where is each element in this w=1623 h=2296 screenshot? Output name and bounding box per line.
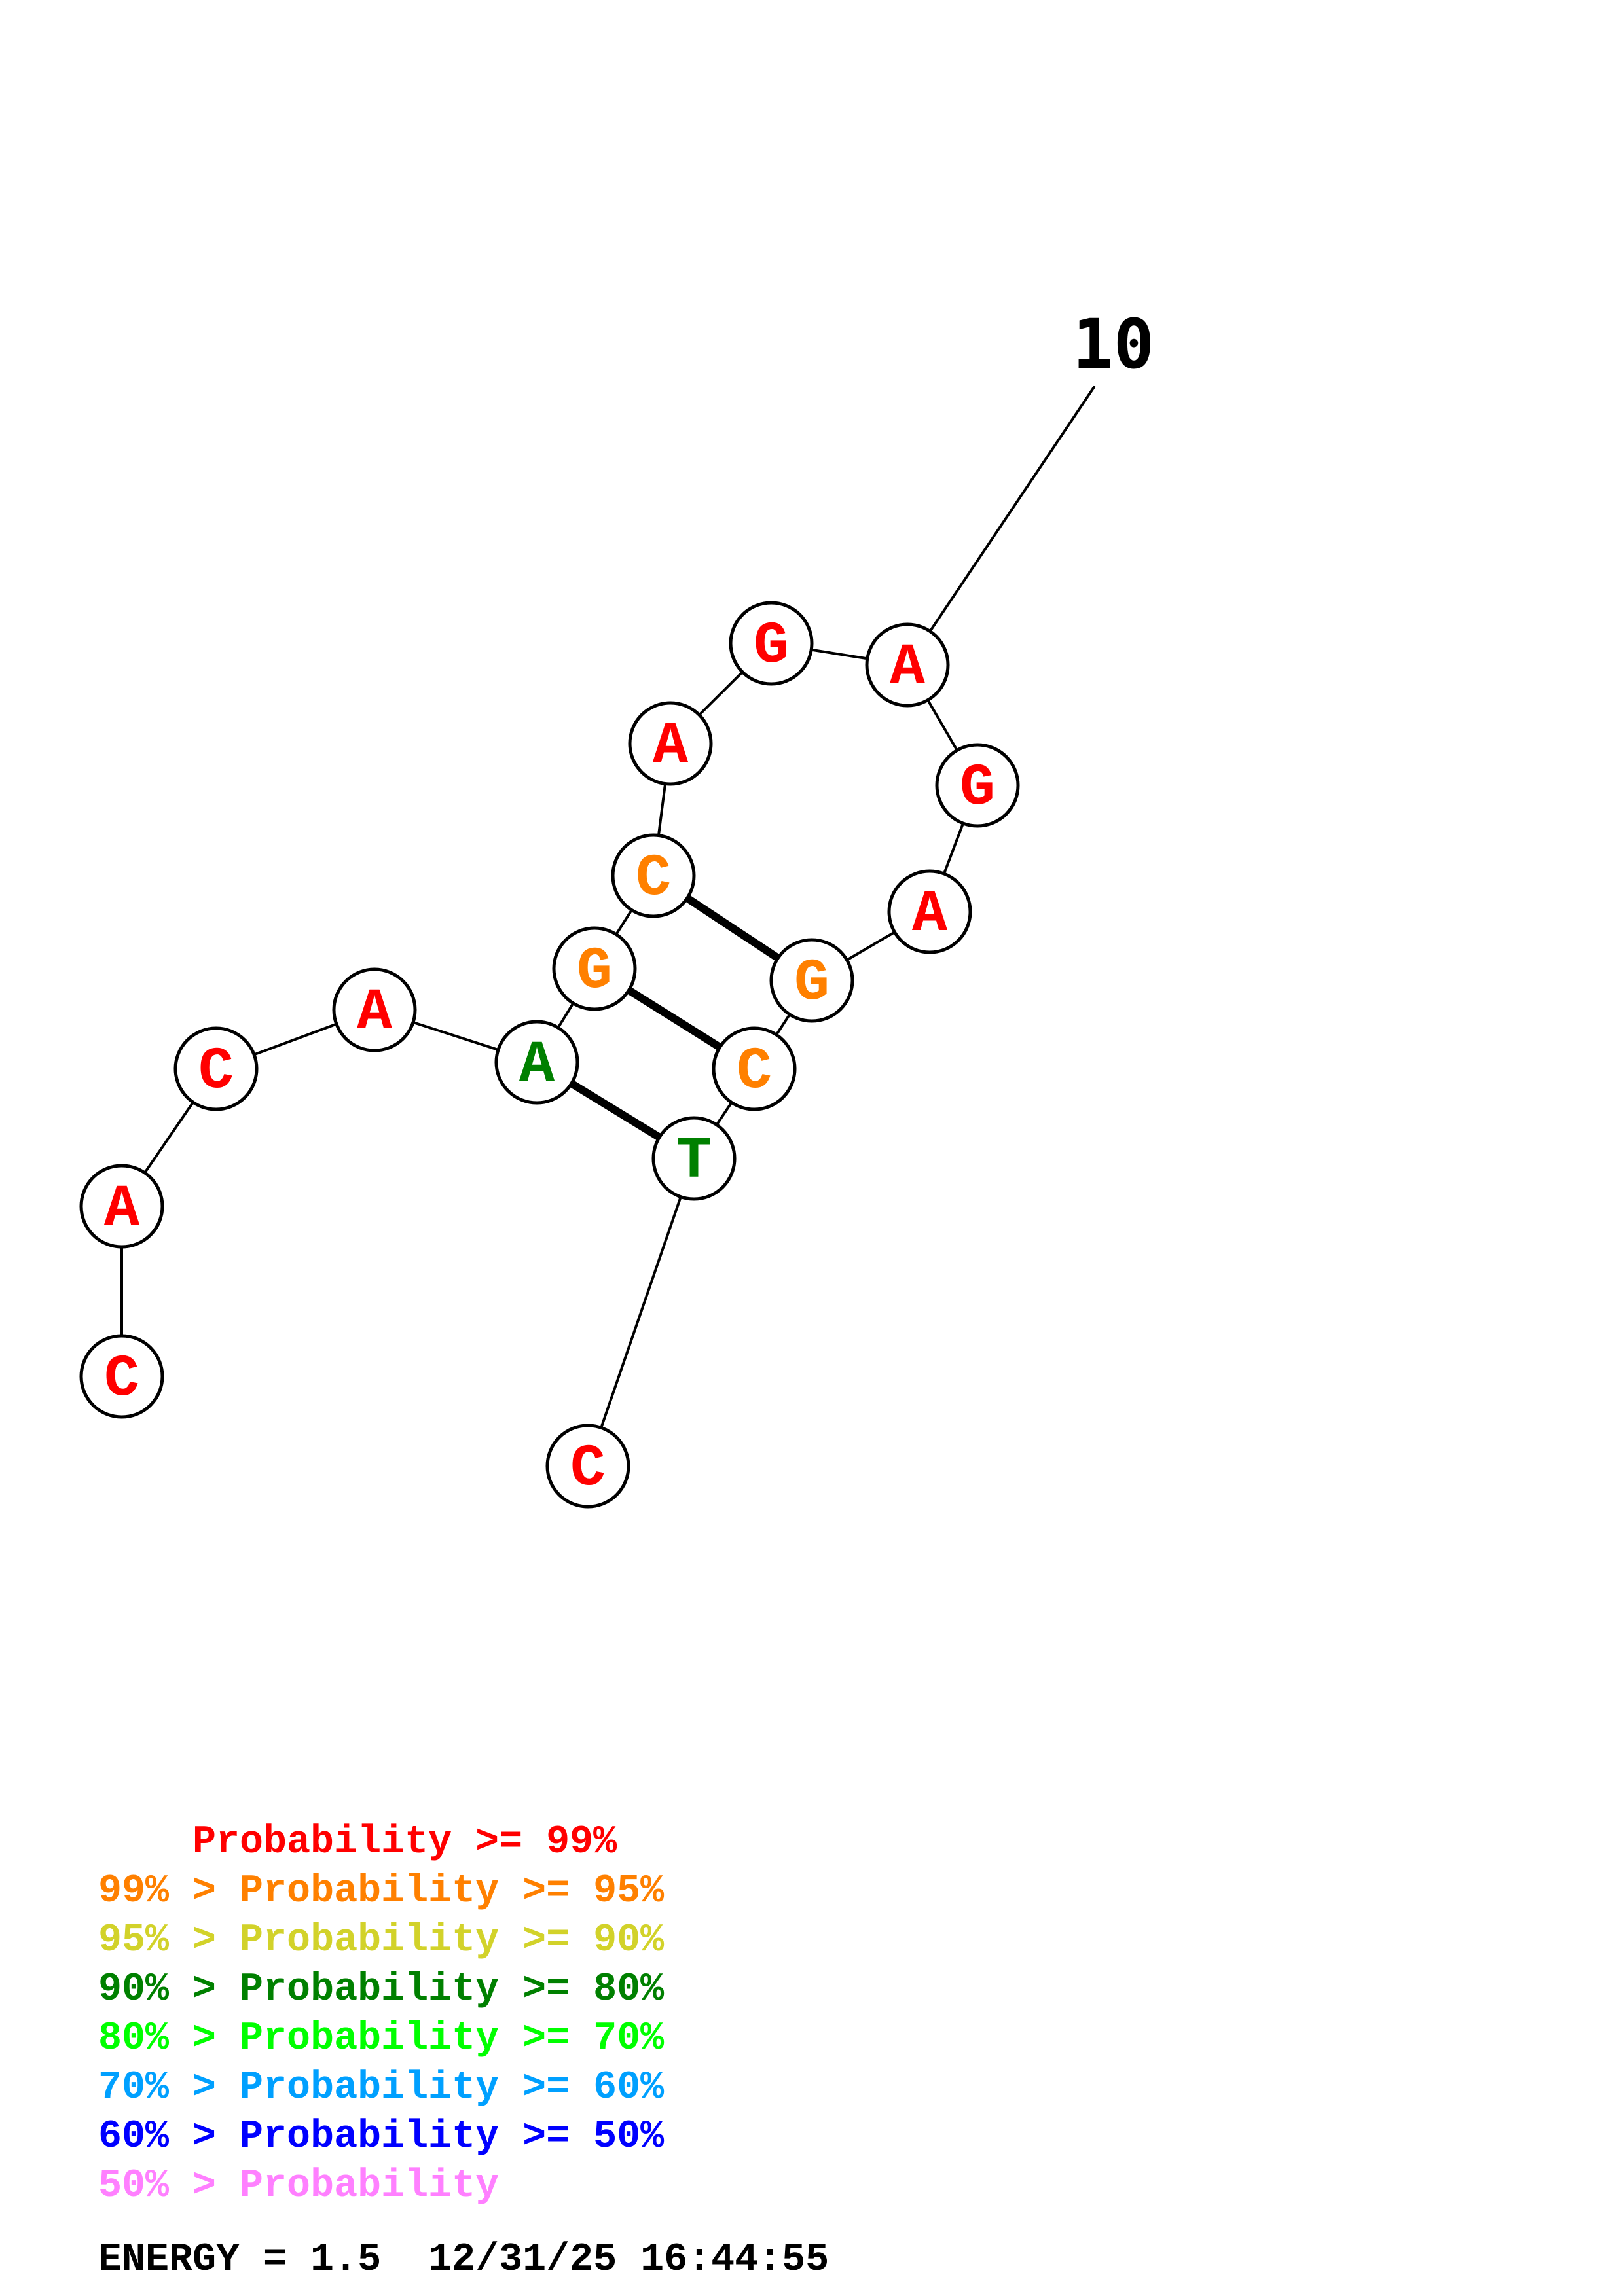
nucleotide-letter: C — [636, 846, 671, 912]
nucleotide-circle — [712, 1026, 797, 1111]
backbone-link — [587, 1158, 695, 1467]
nucleotide-letter: C — [570, 1436, 606, 1503]
nucleotide-letter: C — [198, 1039, 234, 1105]
probability-legend: Probability >= 99%99% > Probability >= 9… — [98, 1820, 665, 2208]
energy-footer: ENERGY = 1.5 12/31/25 16:44:55 — [98, 2238, 829, 2282]
nucleotide-node: C — [545, 1424, 630, 1509]
nucleotide-node: C — [79, 1334, 164, 1419]
nucleotide-letter: G — [794, 950, 830, 1017]
legend-entry: Probability >= 99% — [98, 1820, 617, 1865]
nucleotide-letter: A — [653, 713, 689, 780]
legend-prefix: 90% > — [98, 1967, 240, 2012]
nucleotide-circle — [79, 1164, 164, 1249]
nucleotide-letter: A — [357, 980, 393, 1047]
nucleotide-node: A — [628, 701, 713, 786]
nucleotide-letter: A — [104, 1176, 140, 1243]
nucleotide-node: T — [651, 1116, 737, 1201]
nucleotide-circle — [865, 622, 950, 708]
nucleotide-circle — [769, 938, 854, 1023]
legend-prefix: 70% > — [98, 2066, 240, 2110]
nucleotide-circle — [332, 967, 417, 1052]
nucleotide-circle — [935, 743, 1020, 828]
nucleotide-circle — [628, 701, 713, 786]
nucleotide-letter: A — [912, 882, 948, 948]
legend-entry: 90% > Probability >= 80% — [98, 1967, 665, 2012]
legend-entry: 99% > Probability >= 95% — [98, 1869, 665, 1914]
nucleotide-node: G — [935, 743, 1020, 828]
legend-entry: 60% > Probability >= 50% — [98, 2115, 665, 2159]
nucleotide-circle — [611, 833, 696, 918]
nucleotide-letter: C — [737, 1039, 772, 1105]
legend-prefix: 95% > — [98, 1918, 240, 1963]
nucleotide-node: A — [332, 967, 417, 1052]
legend-text: Probability — [240, 2164, 499, 2208]
legend-entry: 50% > Probability — [98, 2164, 499, 2208]
nucleotide-node: C — [173, 1026, 259, 1111]
legend-prefix: 50% > — [98, 2164, 240, 2208]
legend-text: Probability >= 95% — [240, 1869, 665, 1914]
legend-prefix: 99% > — [98, 1869, 240, 1914]
nucleotide-letter: A — [890, 635, 926, 702]
legend-text: Probability >= 90% — [240, 1918, 665, 1963]
energy-label: ENERGY = 1.5 12/31/25 16:44:55 — [98, 2238, 829, 2282]
legend-text: Probability >= 99% — [192, 1820, 617, 1865]
legend-text: Probability >= 80% — [240, 1967, 665, 2012]
nucleotide-circle — [552, 926, 637, 1011]
nucleotide-node: G — [729, 601, 814, 686]
nucleotide-letter: G — [960, 755, 995, 822]
nucleotide-letter: A — [519, 1032, 555, 1099]
nucleotide-node: A — [79, 1164, 164, 1249]
legend-prefix — [98, 1820, 192, 1865]
nucleotide-circle — [651, 1116, 737, 1201]
legend-entry: 70% > Probability >= 60% — [98, 2066, 665, 2110]
nucleotide-node: G — [552, 926, 637, 1011]
nucleotide-circle — [173, 1026, 259, 1111]
nucleotide-node: G — [769, 938, 854, 1023]
legend-prefix: 60% > — [98, 2115, 240, 2159]
nucleotide-node: A — [494, 1020, 579, 1105]
nucleotide-circle — [729, 601, 814, 686]
nucleotide-letter: G — [754, 613, 789, 680]
nucleotide-node: A — [865, 622, 950, 708]
position-marker-label: 10 — [1072, 304, 1154, 384]
nucleotide-circle — [545, 1424, 630, 1509]
legend-text: Probability >= 50% — [240, 2115, 665, 2159]
legend-entry: 95% > Probability >= 90% — [98, 1918, 665, 1963]
nucleotide-circle — [494, 1020, 579, 1105]
legend-prefix: 80% > — [98, 2017, 240, 2061]
legend-entry: 80% > Probability >= 70% — [98, 2017, 665, 2061]
nucleotide-circle — [79, 1334, 164, 1419]
nucleotide-node: A — [887, 869, 972, 954]
base-pair-layer — [534, 872, 814, 1162]
nucleotide-letter: G — [577, 939, 612, 1005]
position-marker-tick — [906, 385, 1096, 666]
nucleotide-letter: C — [104, 1346, 139, 1413]
legend-text: Probability >= 70% — [240, 2017, 665, 2061]
position-marker-layer: 10 — [906, 304, 1154, 666]
nucleotide-letter: T — [676, 1128, 712, 1195]
legend-text: Probability >= 60% — [240, 2066, 665, 2110]
nucleotide-circle — [887, 869, 972, 954]
nucleotide-node: C — [611, 833, 696, 918]
nucleotide-node: C — [712, 1026, 797, 1111]
